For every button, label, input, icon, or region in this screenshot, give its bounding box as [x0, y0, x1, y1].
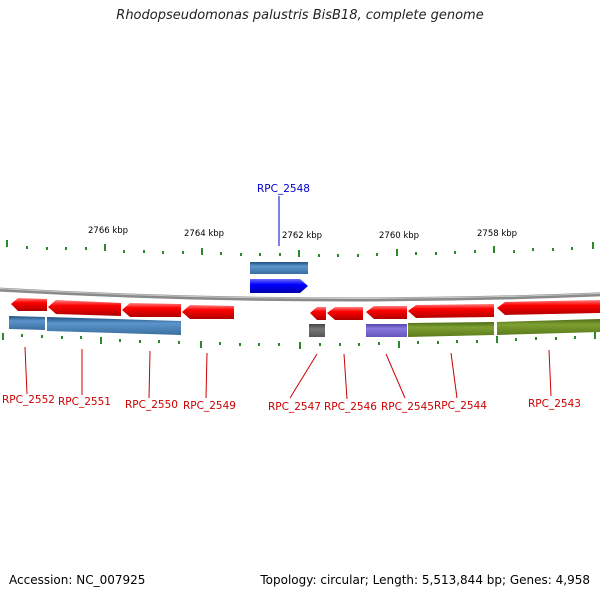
scale-label: 2758 kbp: [477, 229, 517, 239]
gene-arrow-rpc-2552[interactable]: [11, 298, 47, 311]
gene-label-rpc-2544[interactable]: RPC_2544: [434, 400, 487, 412]
leader-rpc-2550: [148, 350, 151, 399]
leader-rpc-2546: [343, 353, 348, 400]
gene-arrow-rpc-2548[interactable]: [250, 279, 308, 293]
gene-label-rpc-2547[interactable]: RPC_2547: [268, 401, 321, 413]
gene-label-rpc-2549[interactable]: RPC_2549: [183, 400, 236, 412]
gene-arrow-rpc-2546[interactable]: [327, 307, 363, 320]
gene-arrow-rpc-2550[interactable]: [122, 303, 181, 317]
scale-label: 2764 kbp: [184, 229, 224, 239]
genome-summary-text: Topology: circular; Length: 5,513,844 bp…: [260, 573, 590, 587]
gene-arrow-rpc-2549[interactable]: [182, 305, 234, 319]
leader-rpc-2545: [385, 353, 406, 399]
feature-bar-rpc-2545[interactable]: [366, 324, 407, 337]
scale-label: 2760 kbp: [379, 231, 419, 241]
scale-label: 2762 kbp: [282, 231, 322, 241]
gene-label-rpc-2550[interactable]: RPC_2550: [125, 399, 178, 411]
feature-bar-rpc-2551-2550[interactable]: [47, 317, 181, 335]
upper-ticks: [6, 240, 594, 257]
accession-text: Accession: NC_007925: [9, 573, 146, 587]
gene-labels: RPC_2548 RPC_2552 RPC_2551 RPC_2550 RPC_…: [2, 183, 581, 413]
gene-label-rpc-2548[interactable]: RPC_2548: [257, 183, 310, 195]
leader-rpc-2552: [24, 346, 28, 395]
map-title: Rhodopseudomonas palustris BisB18, compl…: [116, 8, 484, 23]
feature-bar-rpc-2543[interactable]: [497, 319, 600, 335]
gene-arrow-rpc-2551[interactable]: [48, 300, 121, 316]
leader-lines: [24, 196, 552, 400]
leader-rpc-2544: [450, 352, 458, 399]
gene-bar-rpc-2548-upper[interactable]: [250, 262, 308, 274]
leader-rpc-2547: [289, 353, 318, 399]
reverse-gene-arrows: [11, 298, 600, 320]
gene-label-rpc-2552[interactable]: RPC_2552: [2, 394, 55, 406]
leader-rpc-2543: [548, 349, 552, 397]
genome-backbone: [0, 287, 600, 302]
leader-rpc-2549: [205, 352, 208, 399]
gene-arrow-rpc-2543[interactable]: [497, 300, 600, 315]
gene-label-rpc-2545[interactable]: RPC_2545: [381, 401, 434, 413]
lower-ticks: [2, 332, 596, 349]
feature-bar-rpc-2547[interactable]: [309, 324, 325, 337]
feature-bar-rpc-2544[interactable]: [408, 322, 494, 337]
gene-label-rpc-2543[interactable]: RPC_2543: [528, 398, 581, 410]
gene-arrow-rpc-2547[interactable]: [310, 307, 326, 320]
gene-label-rpc-2546[interactable]: RPC_2546: [324, 401, 377, 413]
scale-label: 2766 kbp: [88, 226, 128, 236]
feature-bar-rpc-2552[interactable]: [9, 316, 45, 330]
feature-bars: [9, 316, 600, 337]
gene-arrow-rpc-2545[interactable]: [366, 306, 407, 319]
gene-label-rpc-2551[interactable]: RPC_2551: [58, 396, 111, 408]
gene-arrow-rpc-2544[interactable]: [408, 304, 494, 318]
scale-labels: 2766 kbp 2764 kbp 2762 kbp 2760 kbp 2758…: [88, 226, 517, 241]
